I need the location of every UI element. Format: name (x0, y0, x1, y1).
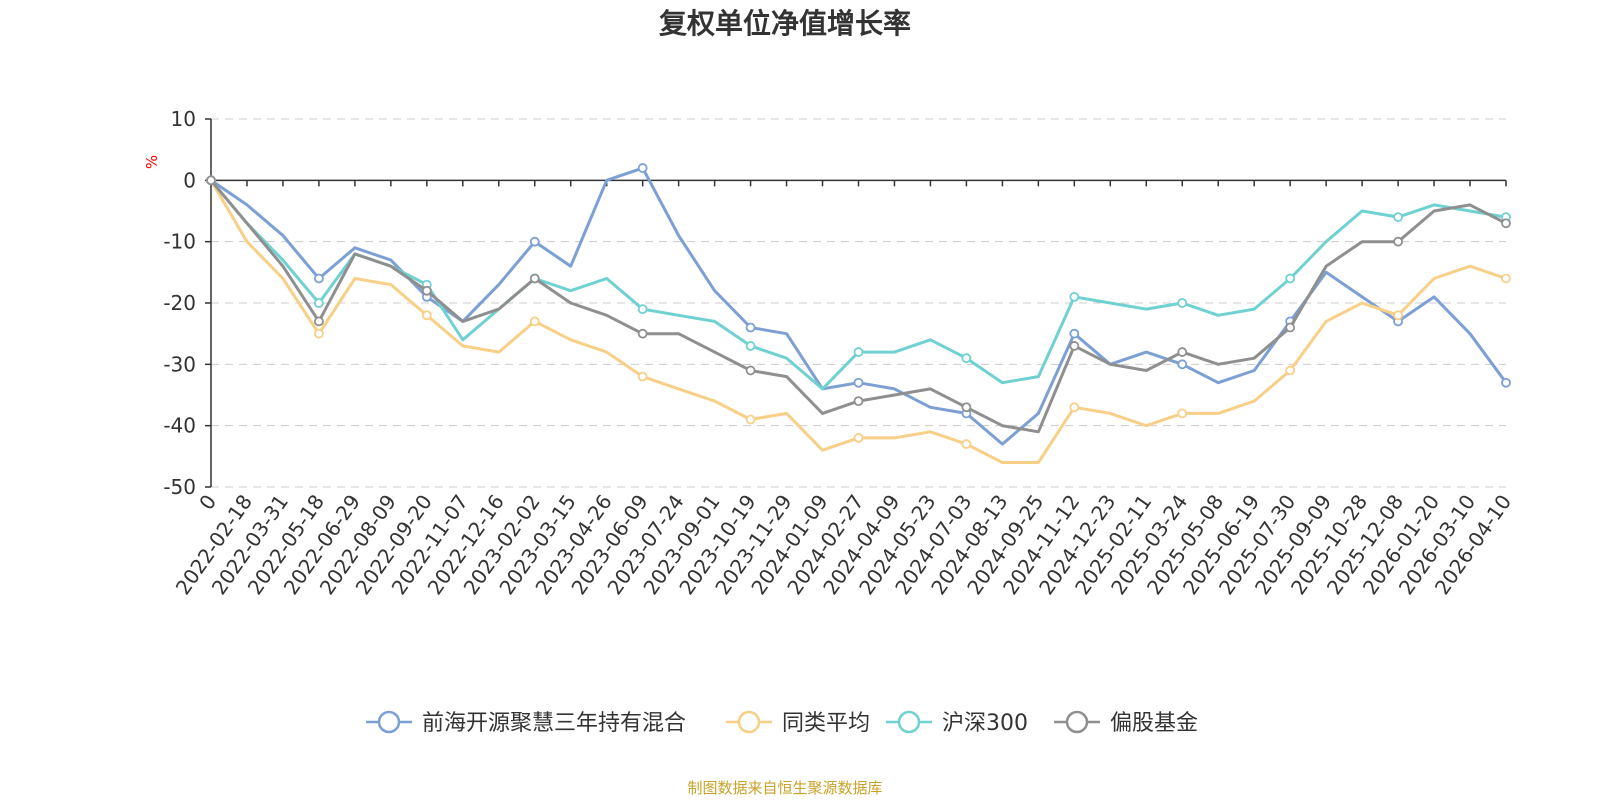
series-point-3 (637, 328, 648, 339)
y-tick-label: -20 (163, 291, 196, 315)
series-point-3 (853, 396, 864, 407)
series-point-1 (853, 433, 864, 443)
series-point-0 (314, 273, 324, 284)
series-point-2 (1393, 212, 1403, 223)
series-line-3 (209, 178, 1508, 434)
series-point-3 (1285, 322, 1296, 333)
series-point-1 (529, 316, 540, 327)
series-layer (206, 163, 1511, 464)
series-point-0 (1069, 328, 1080, 339)
series-point-0 (853, 377, 864, 388)
series-point-0 (529, 236, 540, 247)
y-axis-unit-label: % (143, 155, 161, 169)
series-point-3 (206, 175, 216, 186)
series-point-1 (637, 371, 648, 382)
series-point-2 (1069, 291, 1080, 302)
legend: 前海开源聚慧三年持有混合 同类平均 沪深300 偏股基金 (366, 710, 1198, 736)
series-point-1 (1285, 365, 1296, 376)
y-tick-label: -30 (163, 352, 196, 376)
series-line-1 (209, 178, 1508, 464)
series-point-3 (745, 365, 756, 376)
series-point-3 (961, 402, 972, 413)
series-line-2 (209, 178, 1508, 391)
source-note: 制图数据来自恒生聚源数据库 (687, 779, 882, 797)
series-point-2 (637, 304, 648, 315)
y-tick-label: 10 (171, 107, 196, 131)
series-point-3 (1177, 347, 1188, 357)
chart-title: 复权单位净值增长率 (659, 7, 911, 40)
legend-swatch-marker (377, 710, 401, 734)
series-point-1 (421, 310, 432, 321)
series-point-1 (1393, 310, 1403, 321)
legend-label: 沪深300 (942, 711, 1028, 736)
series-point-2 (961, 353, 972, 364)
series-point-1 (961, 439, 972, 449)
series-point-3 (1069, 341, 1080, 351)
series-point-1 (1501, 273, 1511, 284)
series-point-0 (637, 163, 648, 173)
series-point-1 (745, 414, 756, 425)
series-point-3 (314, 316, 324, 327)
legend-label: 同类平均 (782, 711, 870, 736)
y-tick-label: -50 (163, 475, 196, 499)
gridlines (211, 118, 1506, 488)
y-tick-label: -10 (163, 230, 196, 254)
x-tick-label: 0 (194, 490, 221, 514)
axes: 100-10-20-30-40-5002022-02-182022-03-312… (163, 107, 1516, 599)
series-point-3 (1393, 236, 1403, 247)
legend-label: 偏股基金 (1110, 711, 1198, 736)
series-point-2 (1285, 273, 1296, 284)
series-point-0 (745, 322, 756, 333)
series-point-0 (1177, 359, 1188, 370)
legend-swatch-marker (1065, 710, 1089, 734)
series-point-1 (1069, 402, 1080, 413)
legend-swatch-marker (737, 710, 761, 734)
series-point-0 (1501, 377, 1511, 388)
series-point-2 (314, 298, 324, 308)
y-tick-label: -40 (163, 414, 196, 438)
series-point-1 (314, 328, 324, 339)
series-point-3 (529, 273, 540, 284)
series-point-3 (1501, 218, 1511, 229)
series-point-2 (853, 347, 864, 357)
series-point-3 (421, 285, 432, 296)
y-tick-label: 0 (183, 168, 196, 192)
series-point-1 (1177, 408, 1188, 419)
legend-swatch-marker (897, 710, 921, 734)
legend-label: 前海开源聚慧三年持有混合 (422, 711, 686, 736)
series-point-2 (1177, 298, 1188, 308)
series-point-2 (745, 341, 756, 351)
